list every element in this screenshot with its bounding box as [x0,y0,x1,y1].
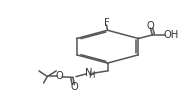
Text: O: O [147,21,154,31]
Text: OH: OH [163,30,179,40]
Text: O: O [70,82,78,92]
Text: N: N [85,68,92,78]
Text: F: F [104,18,109,28]
Text: O: O [56,71,63,81]
Text: H: H [88,71,94,80]
